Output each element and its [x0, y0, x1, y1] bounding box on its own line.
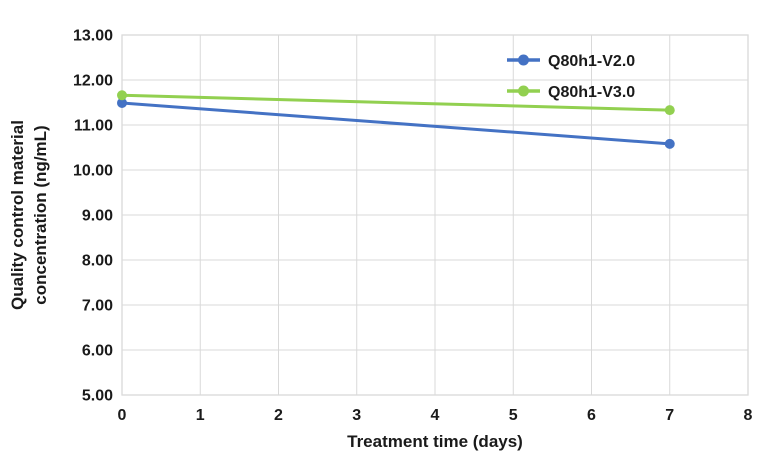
- y-tick-label: 13.00: [73, 28, 113, 45]
- data-point-marker: [664, 105, 675, 116]
- x-tick-label: 6: [587, 407, 596, 424]
- plot-border: [121, 34, 749, 396]
- y-tick-label: 11.00: [74, 118, 113, 135]
- data-point-marker: [664, 138, 675, 149]
- y-tick-label: 9.00: [82, 208, 113, 225]
- legend-point-marker: [518, 85, 529, 97]
- x-tick-label: 2: [274, 407, 283, 424]
- data-point-marker: [117, 97, 127, 108]
- legend-label: Q80h1-V2.0: [548, 53, 635, 70]
- y-tick-label: 7.00: [82, 298, 113, 315]
- x-tick-label: 1: [196, 407, 205, 424]
- y-tick-label: 5.00: [82, 388, 113, 405]
- x-axis-title: Treatment time (days): [347, 432, 523, 451]
- x-tick-label: 3: [352, 407, 361, 424]
- y-tick-label: 10.00: [73, 163, 113, 180]
- x-tick-label: 5: [509, 407, 518, 424]
- y-tick-label: 12.00: [73, 73, 113, 90]
- legend-label: Q80h1-V3.0: [548, 84, 635, 101]
- y-tick-label: 8.00: [82, 253, 113, 270]
- series-line-Q80h1-V3.0: [120, 93, 672, 112]
- data-point-marker: [117, 90, 127, 101]
- series-line-Q80h1-V2.0: [120, 101, 672, 146]
- x-tick-label: 0: [118, 407, 127, 424]
- y-tick-label: 6.00: [82, 343, 113, 360]
- x-tick-label: 4: [431, 407, 440, 424]
- legend-point-marker: [518, 54, 529, 66]
- x-tick-label: 7: [665, 407, 674, 424]
- x-tick-label: 8: [744, 407, 753, 424]
